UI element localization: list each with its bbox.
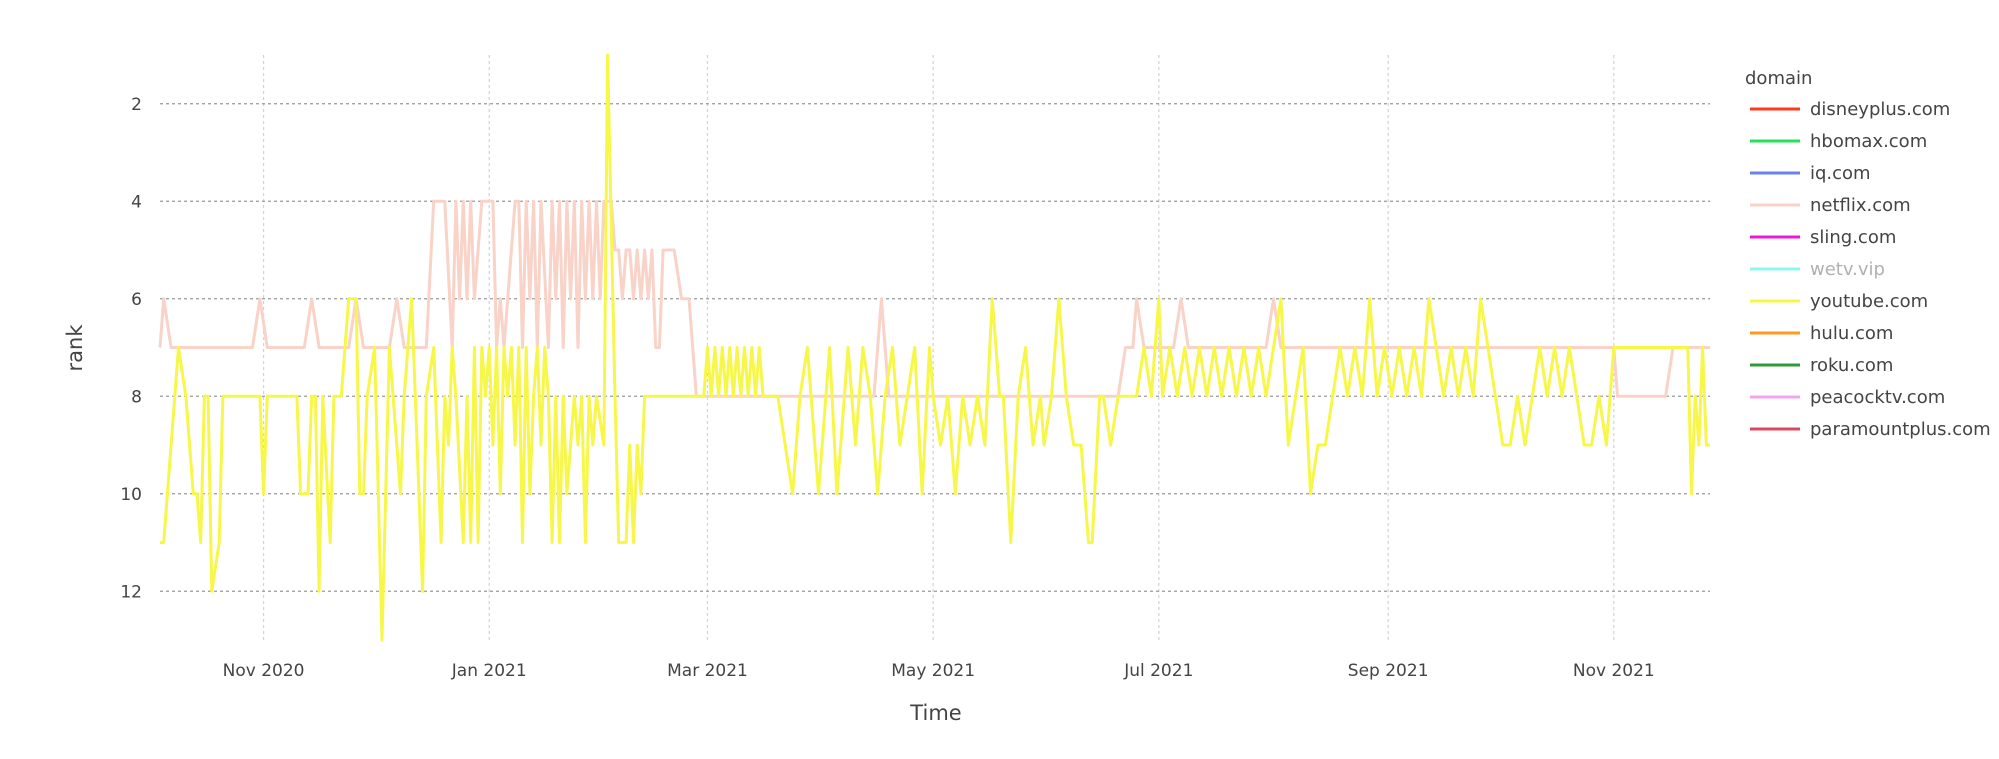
legend-label: paramountplus.com (1810, 419, 1991, 440)
legend-label: hbomax.com (1810, 131, 1927, 152)
x-tick-label: Sep 2021 (1348, 661, 1429, 681)
legend-item[interactable]: netflix.com (1750, 195, 1911, 216)
legend-title: domain (1745, 68, 1812, 89)
x-tick-label: Nov 2021 (1573, 661, 1655, 681)
legend-item[interactable]: hulu.com (1750, 323, 1893, 344)
series-lines (158, 53, 1710, 642)
legend-label: netflix.com (1810, 195, 1911, 216)
legend-item[interactable]: disneyplus.com (1750, 99, 1950, 120)
x-tick-label: Jul 2021 (1123, 661, 1193, 681)
legend-label: hulu.com (1810, 323, 1893, 344)
y-tick-label: 4 (131, 192, 142, 212)
legend-item[interactable]: peacocktv.com (1750, 387, 1945, 408)
legend-item[interactable]: iq.com (1750, 163, 1871, 184)
y-tick-label: 10 (120, 485, 142, 505)
legend: domain disneyplus.com hbomax.com iq.com net… (1745, 68, 1991, 440)
y-tick-label: 8 (131, 387, 142, 407)
legend-label: roku.com (1810, 355, 1893, 376)
legend-label: wetv.vip (1810, 259, 1885, 280)
y-tick-label: 2 (131, 95, 142, 115)
legend-label: disneyplus.com (1810, 99, 1950, 120)
y-axis-ticks: 2 4 6 8 10 12 (120, 95, 142, 603)
legend-label: youtube.com (1810, 291, 1928, 312)
legend-label: sling.com (1810, 227, 1896, 248)
legend-item[interactable]: sling.com (1750, 227, 1896, 248)
y-axis-title: rank (63, 324, 87, 372)
legend-item[interactable]: youtube.com (1750, 291, 1928, 312)
x-tick-label: Mar 2021 (667, 661, 748, 681)
series-line-youtube-com (160, 53, 1710, 642)
y-tick-label: 12 (120, 582, 142, 602)
x-tick-label: Jan 2021 (451, 661, 527, 681)
x-axis-ticks: Nov 2020 Jan 2021 Mar 2021 May 2021 Jul 2021… (223, 661, 1655, 681)
legend-label: iq.com (1810, 163, 1871, 184)
legend-item[interactable]: paramountplus.com (1750, 419, 1991, 440)
legend-item[interactable]: roku.com (1750, 355, 1893, 376)
x-axis-title: Time (909, 701, 961, 725)
legend-item[interactable]: hbomax.com (1750, 131, 1927, 152)
x-tick-label: May 2021 (891, 661, 975, 681)
y-tick-label: 6 (131, 290, 142, 310)
x-tick-label: Nov 2020 (223, 661, 305, 681)
legend-label: peacocktv.com (1810, 387, 1945, 408)
legend-item[interactable]: wetv.vip (1750, 259, 1885, 280)
